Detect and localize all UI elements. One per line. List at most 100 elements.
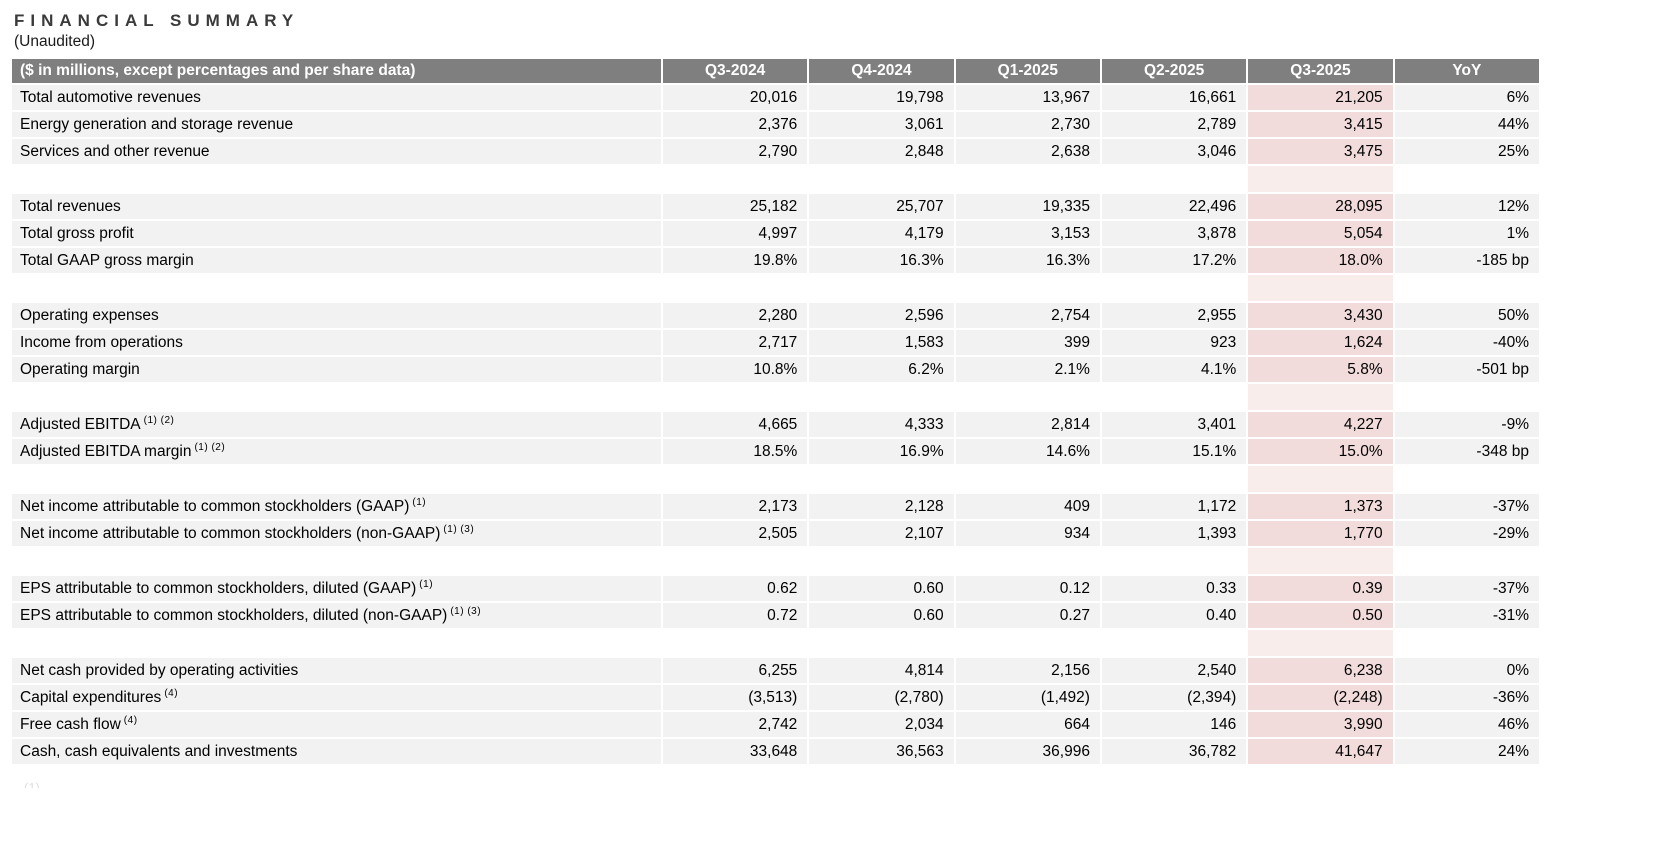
row-label: Total revenues xyxy=(12,194,661,219)
cell-q3-2025: 28,095 xyxy=(1248,194,1393,219)
cell-q3-2024: 6,255 xyxy=(662,658,808,683)
cell-q1-2025: 3,153 xyxy=(955,221,1100,246)
cell-yoy: -37% xyxy=(1394,494,1539,519)
cell-yoy: 0% xyxy=(1394,658,1539,683)
spacer-cell xyxy=(1101,275,1247,301)
cell-q3-2024: 2,717 xyxy=(662,330,808,355)
cell-q2-2025: 146 xyxy=(1101,712,1247,737)
cell-q3-2025: 41,647 xyxy=(1248,739,1393,764)
cell-q4-2024: 3,061 xyxy=(809,112,954,137)
cell-q3-2025: 5,054 xyxy=(1248,221,1393,246)
table-row: EPS attributable to common stockholders,… xyxy=(12,603,1539,628)
cell-q1-2025: 14.6% xyxy=(955,439,1100,464)
page: FINANCIAL SUMMARY (Unaudited) ($ in mill… xyxy=(10,11,1541,788)
cell-q4-2024: 0.60 xyxy=(809,576,954,601)
spacer-cell xyxy=(12,275,661,301)
spacer-cell xyxy=(955,466,1100,492)
row-label-text: Income from operations xyxy=(20,334,183,351)
row-label-text: Free cash flow xyxy=(20,716,121,733)
row-footnote-ref: (1) xyxy=(419,578,434,590)
cell-q4-2024: 4,179 xyxy=(809,221,954,246)
row-label-text: Adjusted EBITDA margin xyxy=(20,443,192,460)
spacer-cell xyxy=(809,548,954,574)
spacer-cell xyxy=(1248,384,1393,410)
cell-q3-2025: 18.0% xyxy=(1248,248,1393,273)
cell-q2-2025: 4.1% xyxy=(1101,357,1247,382)
row-label-text: Total GAAP gross margin xyxy=(20,252,194,269)
table-row: Net income attributable to common stockh… xyxy=(12,494,1539,519)
row-footnote-ref: (1) (2) xyxy=(194,441,226,453)
cell-q1-2025: 399 xyxy=(955,330,1100,355)
cell-yoy: -9% xyxy=(1394,412,1539,437)
spacer-row xyxy=(12,166,1539,192)
cell-q4-2024: 0.60 xyxy=(809,603,954,628)
cell-yoy: -36% xyxy=(1394,685,1539,710)
cell-q3-2025: (2,248) xyxy=(1248,685,1393,710)
cell-q1-2025: 2,814 xyxy=(955,412,1100,437)
cell-q3-2024: 0.72 xyxy=(662,603,808,628)
cell-q3-2024: 2,280 xyxy=(662,303,808,328)
spacer-cell xyxy=(12,466,661,492)
cell-q2-2025: 36,782 xyxy=(1101,739,1247,764)
cell-q2-2025: 1,393 xyxy=(1101,521,1247,546)
cell-q3-2024: (3,513) xyxy=(662,685,808,710)
spacer-cell xyxy=(1248,466,1393,492)
row-label: Energy generation and storage revenue xyxy=(12,112,661,137)
cell-q4-2024: 1,583 xyxy=(809,330,954,355)
row-label-text: Total gross profit xyxy=(20,225,134,242)
table-row: Free cash flow (4) 2,742 2,034 664 146 3,990 46… xyxy=(12,712,1539,737)
spacer-cell xyxy=(955,630,1100,656)
cell-q4-2024: 25,707 xyxy=(809,194,954,219)
row-label: Net income attributable to common stockh… xyxy=(12,494,661,519)
cell-q3-2024: 4,665 xyxy=(662,412,808,437)
table-row: Total gross profit 4,997 4,179 3,153 3,878 5,… xyxy=(12,221,1539,246)
column-header-yoy: YoY xyxy=(1394,59,1539,83)
spacer-cell xyxy=(1101,630,1247,656)
spacer-cell xyxy=(1101,548,1247,574)
cell-q3-2025: 4,227 xyxy=(1248,412,1393,437)
spacer-row xyxy=(12,384,1539,410)
cell-q2-2025: 3,878 xyxy=(1101,221,1247,246)
spacer-cell xyxy=(1394,548,1539,574)
cell-q4-2024: 16.9% xyxy=(809,439,954,464)
spacer-cell xyxy=(955,384,1100,410)
cell-yoy: -37% xyxy=(1394,576,1539,601)
spacer-cell xyxy=(1248,630,1393,656)
cell-yoy: -29% xyxy=(1394,521,1539,546)
table-row: Net cash provided by operating activitie… xyxy=(12,658,1539,683)
row-label: Cash, cash equivalents and investments xyxy=(12,739,661,764)
cell-q3-2024: 33,648 xyxy=(662,739,808,764)
cell-q3-2024: 10.8% xyxy=(662,357,808,382)
cell-q1-2025: 2,638 xyxy=(955,139,1100,164)
spacer-cell xyxy=(1101,166,1247,192)
row-label-text: Services and other revenue xyxy=(20,143,210,160)
table-row: Total revenues 25,182 25,707 19,335 22,496 28… xyxy=(12,194,1539,219)
cell-q2-2025: 0.33 xyxy=(1101,576,1247,601)
row-footnote-ref: (4) xyxy=(123,714,138,726)
spacer-cell xyxy=(1101,384,1247,410)
table-row: Operating expenses 2,280 2,596 2,754 2,955 3,… xyxy=(12,303,1539,328)
spacer-cell xyxy=(1248,275,1393,301)
row-label-text: Total automotive revenues xyxy=(20,89,201,106)
cell-q3-2025: 0.39 xyxy=(1248,576,1393,601)
spacer-cell xyxy=(1394,466,1539,492)
page-title: FINANCIAL SUMMARY xyxy=(14,11,300,30)
cell-q3-2025: 1,373 xyxy=(1248,494,1393,519)
spacer-cell xyxy=(955,275,1100,301)
table-body: Total automotive revenues 20,016 19,798 13,… xyxy=(12,85,1539,764)
cell-q3-2025: 3,475 xyxy=(1248,139,1393,164)
cell-q3-2024: 19.8% xyxy=(662,248,808,273)
cell-q1-2025: 16.3% xyxy=(955,248,1100,273)
row-label: Total automotive revenues xyxy=(12,85,661,110)
spacer-row xyxy=(12,630,1539,656)
row-label: EPS attributable to common stockholders,… xyxy=(12,603,661,628)
row-label: Net cash provided by operating activitie… xyxy=(12,658,661,683)
financial-summary-table: ($ in millions, except percentages and p… xyxy=(10,57,1541,766)
cell-yoy: -40% xyxy=(1394,330,1539,355)
cell-q2-2025: 3,046 xyxy=(1101,139,1247,164)
row-label: Total GAAP gross margin xyxy=(12,248,661,273)
spacer-cell xyxy=(662,630,808,656)
spacer-cell xyxy=(1394,384,1539,410)
cell-yoy: 46% xyxy=(1394,712,1539,737)
row-label: Capital expenditures (4) xyxy=(12,685,661,710)
